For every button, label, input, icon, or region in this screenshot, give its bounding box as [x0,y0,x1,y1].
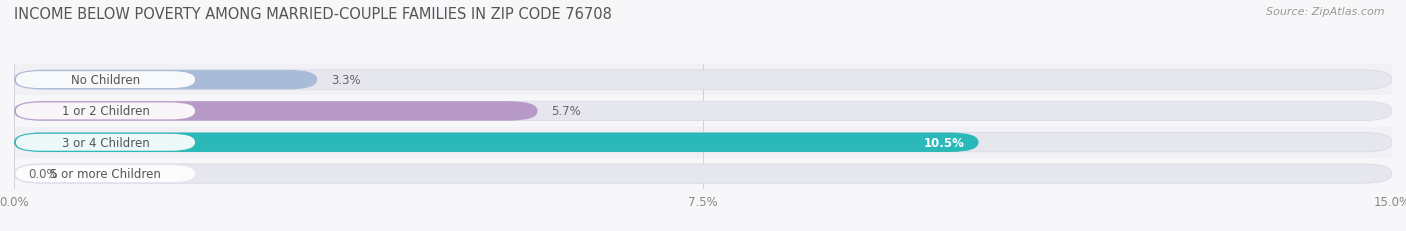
FancyBboxPatch shape [14,127,1392,158]
Text: 0.0%: 0.0% [28,167,58,180]
FancyBboxPatch shape [14,133,1392,152]
FancyBboxPatch shape [14,65,1392,96]
Text: Source: ZipAtlas.com: Source: ZipAtlas.com [1267,7,1385,17]
FancyBboxPatch shape [14,102,537,121]
FancyBboxPatch shape [14,164,1392,183]
Text: 3.3%: 3.3% [330,74,360,87]
FancyBboxPatch shape [15,165,195,182]
Text: INCOME BELOW POVERTY AMONG MARRIED-COUPLE FAMILIES IN ZIP CODE 76708: INCOME BELOW POVERTY AMONG MARRIED-COUPL… [14,7,612,22]
FancyBboxPatch shape [15,103,195,120]
FancyBboxPatch shape [15,72,195,89]
FancyBboxPatch shape [14,133,979,152]
Text: 3 or 4 Children: 3 or 4 Children [62,136,149,149]
FancyBboxPatch shape [14,71,1392,90]
FancyBboxPatch shape [14,158,1392,189]
Text: 10.5%: 10.5% [924,136,965,149]
FancyBboxPatch shape [15,134,195,151]
Text: 5 or more Children: 5 or more Children [51,167,160,180]
Text: 5.7%: 5.7% [551,105,581,118]
FancyBboxPatch shape [14,102,1392,121]
Text: No Children: No Children [70,74,141,87]
FancyBboxPatch shape [14,96,1392,127]
FancyBboxPatch shape [14,71,318,90]
Text: 1 or 2 Children: 1 or 2 Children [62,105,149,118]
